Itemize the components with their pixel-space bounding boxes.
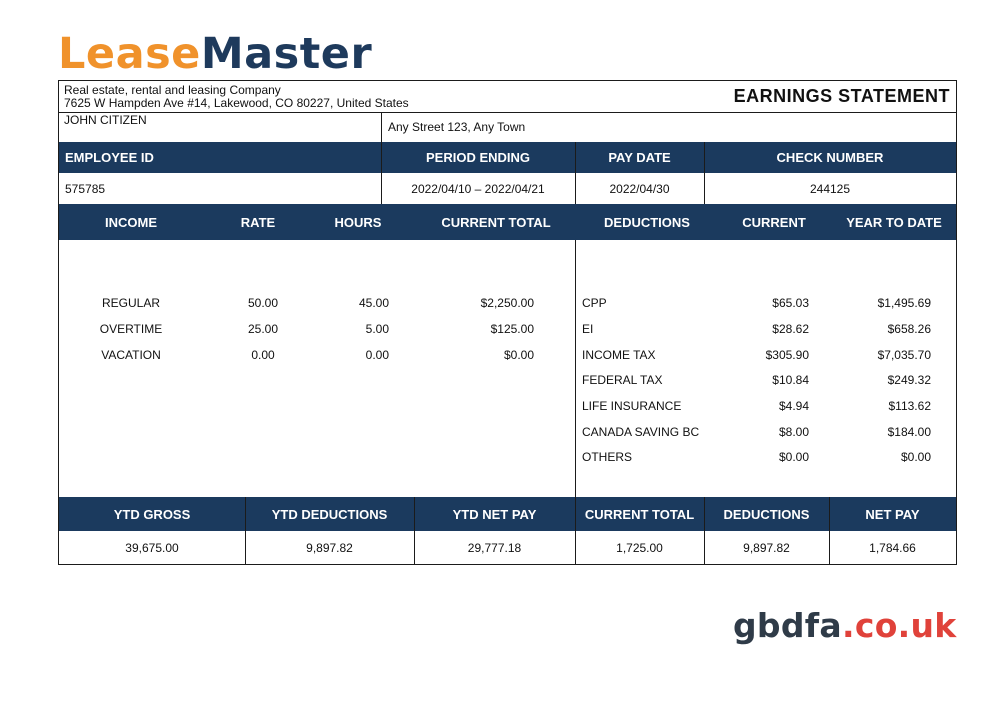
deduction-current: $28.62 [772,322,809,336]
company-tagline: Real estate, rental and leasing Company [64,83,281,97]
deduction-name: OTHERS [582,450,633,464]
header-check-number: CHECK NUMBER [776,150,884,165]
income-name: REGULAR [101,296,160,310]
ytd-gross-value: 39,675.00 [125,540,179,555]
header-summary-deductions: DEDUCTIONS [723,506,810,522]
income-rate: 0.00 [251,348,275,362]
income-total: $2,250.00 [480,296,534,310]
deduction-ytd: $249.32 [887,373,931,387]
pay-date-value: 2022/04/30 [609,181,670,196]
current-total-value: 1,725.00 [616,540,663,555]
income-hours: 45.00 [358,296,389,310]
deduction-ytd: $7,035.70 [877,348,931,362]
summary-header-bar [59,497,956,531]
divider [704,142,705,204]
header-ytd-net-pay: YTD NET PAY [452,506,537,522]
header-deductions: DEDUCTIONS [604,214,690,230]
deduction-ytd: $113.62 [888,399,932,413]
net-pay-value: 1,784.66 [869,540,916,555]
deduction-name: LIFE INSURANCE [582,399,682,413]
deduction-ytd: $0.00 [900,450,931,464]
employee-id-value: 575785 [65,181,106,196]
income-name: VACATION [101,348,161,362]
check-number-value: 244125 [809,181,851,196]
deduction-current: $0.00 [778,450,809,464]
deduction-current: $305.90 [765,348,809,362]
divider [704,497,705,565]
deduction-name: INCOME TAX [582,348,656,362]
divider [829,497,830,565]
deductions-value: 9,897.82 [743,540,790,555]
header-ytd-deductions: YTD DEDUCTIONS [271,506,388,522]
header-hours: HOURS [334,214,382,230]
deduction-ytd: $184.00 [887,425,931,439]
header-rate: RATE [240,214,276,230]
period-ending-value: 2022/04/10 – 2022/04/21 [411,181,545,196]
logo-part-lease: Lease [58,29,201,79]
gbdfa-watermark: gbdfa.co.uk [733,606,957,646]
leasemaster-logo: LeaseMaster [58,28,372,80]
divider [575,497,576,565]
divider [575,240,576,497]
income-total: $0.00 [503,348,534,362]
header-ytd-gross: YTD GROSS [113,506,191,522]
income-hours: 0.00 [365,348,389,362]
divider [59,112,956,113]
deduction-name: EI [582,322,594,336]
header-income: INCOME [105,214,157,230]
employee-name: JOHN CITIZEN [64,113,147,127]
header-net-pay: NET PAY [865,506,920,522]
header-summary-current-total: CURRENT TOTAL [584,506,695,522]
ytd-deductions-value: 9,897.82 [306,540,353,555]
logo-part-master: Master [200,29,373,79]
employee-address: Any Street 123, Any Town [388,120,526,134]
income-total: $125.00 [490,322,534,336]
header-employee-id: EMPLOYEE ID [65,150,154,165]
document-title: EARNINGS STATEMENT [733,86,950,106]
header-current-total: CURRENT TOTAL [441,214,551,230]
earnings-statement-sheet: Real estate, rental and leasing Company … [58,80,957,565]
deduction-name: FEDERAL TAX [582,373,663,387]
watermark-part-gbdfa: gbdfa [733,606,842,645]
income-hours: 5.00 [365,322,389,336]
deduction-current: $65.03 [772,296,809,310]
deduction-ytd: $1,495.69 [877,296,931,310]
header-period-ending: PERIOD ENDING [425,150,530,165]
divider [381,112,382,142]
deduction-ytd: $658.26 [887,322,931,336]
deduction-current: $10.84 [772,373,809,387]
deduction-name: CANADA SAVING BC [582,425,700,439]
earnings-header-bar [59,204,956,240]
header-current: CURRENT [742,214,806,230]
income-rate: 50.00 [247,296,279,310]
income-name: OVERTIME [99,322,163,336]
divider [245,497,246,565]
divider [575,142,576,204]
company-address: 7625 W Hampden Ave #14, Lakewood, CO 802… [64,96,409,110]
deduction-current: $8.00 [778,425,809,439]
deduction-current: $4.94 [778,399,809,413]
divider [414,497,415,565]
header-pay-date: PAY DATE [608,150,671,165]
header-year-to-date: YEAR TO DATE [846,214,942,230]
divider [381,142,382,204]
income-rate: 25.00 [247,322,279,336]
ytd-net-pay-value: 29,777.18 [467,540,522,555]
deduction-name: CPP [582,296,607,310]
watermark-part-domain: .co.uk [842,606,957,645]
info-header-bar [59,142,956,173]
